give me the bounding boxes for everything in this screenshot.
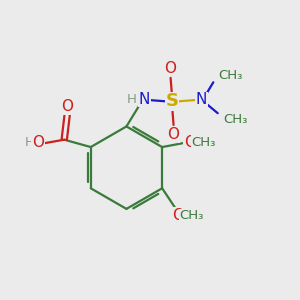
Text: O: O — [165, 61, 177, 76]
Text: N: N — [138, 92, 150, 106]
Text: CH₃: CH₃ — [191, 136, 216, 149]
Text: O: O — [172, 208, 184, 223]
Text: H: H — [25, 136, 35, 149]
Text: N: N — [196, 92, 207, 107]
Text: O: O — [61, 99, 73, 114]
Text: CH₃: CH₃ — [179, 209, 204, 222]
Text: O: O — [32, 135, 44, 150]
Text: H: H — [127, 93, 136, 106]
Text: CH₃: CH₃ — [223, 112, 248, 126]
Text: CH₃: CH₃ — [219, 69, 243, 82]
Text: O: O — [184, 135, 196, 150]
Text: O: O — [168, 127, 180, 142]
Text: S: S — [166, 92, 178, 110]
